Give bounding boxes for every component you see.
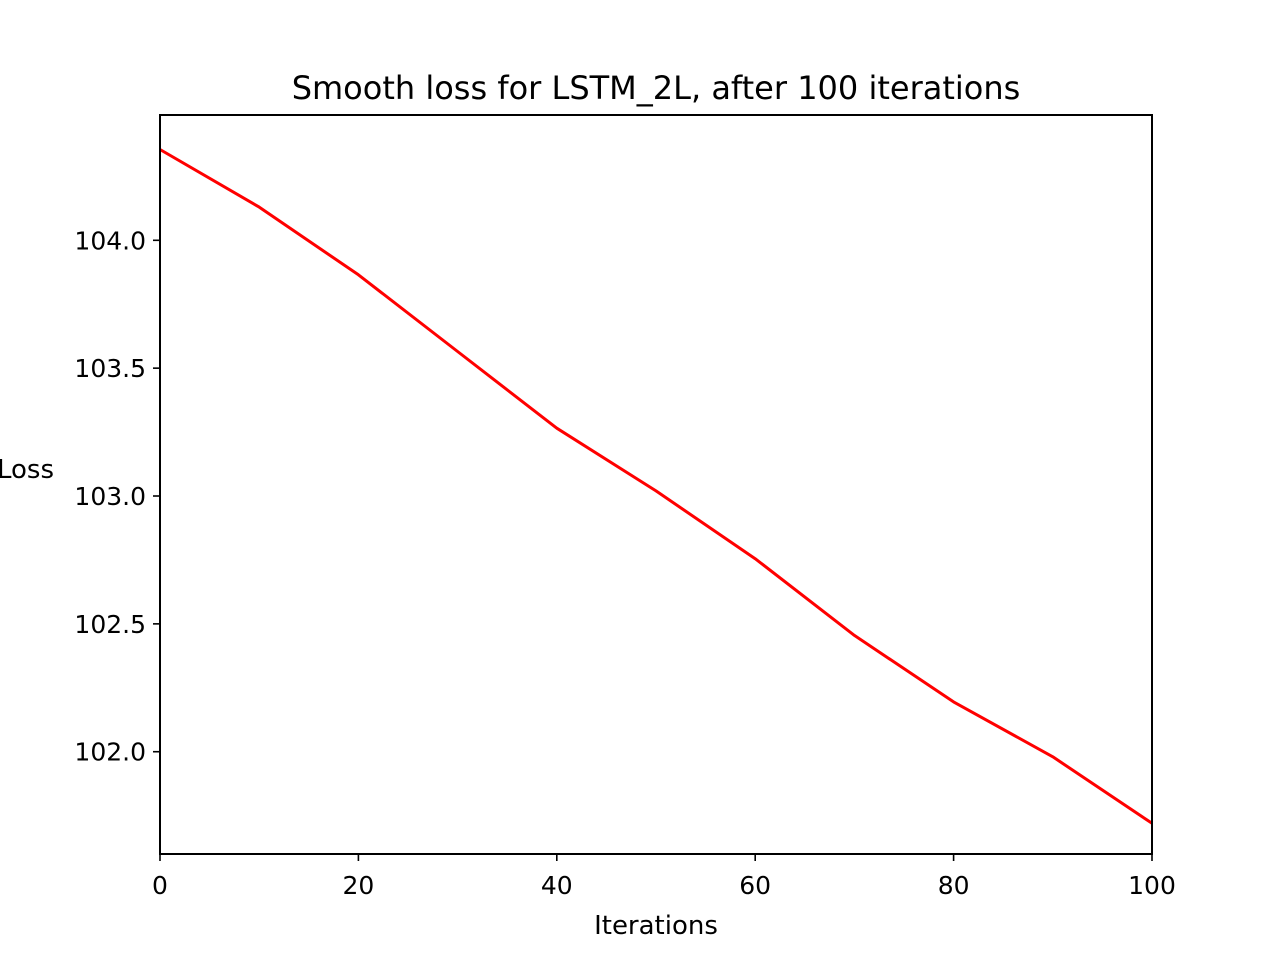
axes-frame bbox=[159, 114, 1153, 855]
series-line bbox=[159, 148, 1153, 825]
series-layer bbox=[159, 148, 1153, 825]
x-tick-label: 0 bbox=[152, 871, 168, 900]
y-tick-label: 104.0 bbox=[74, 226, 146, 255]
x-tick-label: 60 bbox=[739, 871, 771, 900]
plot-area bbox=[160, 115, 1152, 854]
x-axis-label: Iterations bbox=[594, 911, 718, 941]
y-axis: 102.0 102.5 103.0 103.5 104.0 bbox=[74, 226, 160, 767]
y-tick-label: 102.5 bbox=[74, 610, 146, 639]
chart-title: Smooth loss for LSTM_2L, after 100 itera… bbox=[292, 69, 1021, 107]
y-tick-label: 102.0 bbox=[74, 738, 146, 767]
x-tick-label: 100 bbox=[1128, 871, 1176, 900]
x-tick-label: 40 bbox=[541, 871, 573, 900]
y-tick-label: 103.5 bbox=[74, 354, 146, 383]
x-axis: 0 20 40 60 80 100 bbox=[152, 854, 1176, 900]
y-tick-label: 103.0 bbox=[74, 482, 146, 511]
x-tick-label: 20 bbox=[342, 871, 374, 900]
plot-background bbox=[160, 115, 1152, 854]
x-tick-label: 80 bbox=[938, 871, 970, 900]
y-axis-label: Loss bbox=[0, 455, 54, 485]
